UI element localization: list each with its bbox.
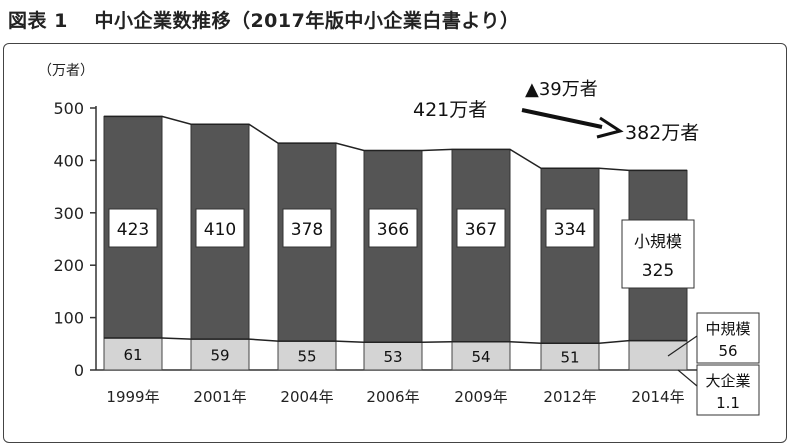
- data-label-mid: 56: [718, 342, 737, 360]
- value-box-labeled: [621, 219, 695, 289]
- x-tick-label: 2006年: [366, 388, 419, 406]
- x-tick-label: 2012年: [543, 388, 596, 406]
- x-tick-label: 2004年: [280, 388, 333, 406]
- data-label-mid: 53: [383, 348, 402, 366]
- bar-mid-2: [277, 340, 337, 371]
- data-label-mid: 59: [210, 347, 229, 365]
- x-tick-label: 2014年: [631, 388, 684, 406]
- data-label-small: 378: [291, 220, 323, 240]
- data-label-small: 366: [377, 220, 409, 240]
- data-label-small: 367: [465, 220, 497, 240]
- data-label-mid: 54: [471, 348, 490, 366]
- mid-outline-line: [104, 337, 687, 345]
- bar-mid-0: [103, 337, 163, 371]
- callout-box-mid: [696, 312, 760, 364]
- y-tick-label: 200: [53, 256, 84, 275]
- callout-leader-large: [677, 369, 698, 387]
- data-label-small: 410: [204, 220, 236, 240]
- callout-leader-mid: [667, 335, 698, 357]
- y-unit-label: （万者）: [38, 63, 94, 79]
- data-label-small: 334: [554, 220, 586, 240]
- trend-arrow: [521, 108, 603, 129]
- bar-small-5: [540, 167, 600, 344]
- value-box: [456, 208, 506, 248]
- annotation-start-total: 421万者: [413, 99, 487, 121]
- x-tick-label: 2001年: [193, 388, 246, 406]
- x-tick-label: 2009年: [454, 388, 507, 406]
- page-title: 図表 1 中小企業数推移（2017年版中小企業白書より）: [8, 10, 520, 32]
- annotation-change: ▲39万者: [525, 79, 598, 100]
- value-box: [545, 208, 595, 248]
- y-tick-label: 500: [53, 99, 84, 118]
- chart-frame: [3, 43, 787, 443]
- total-outline-line: [104, 115, 687, 172]
- trend-arrowhead: [596, 116, 624, 139]
- data-label-mid: 55: [297, 348, 316, 366]
- value-box: [282, 208, 332, 248]
- data-label-small: 423: [117, 220, 149, 240]
- series-label-large: 大企業: [705, 372, 750, 390]
- callout-box-large: [696, 364, 760, 416]
- annotation-end-total: 382万者: [625, 122, 699, 144]
- data-label-mid: 51: [560, 349, 579, 367]
- y-tick-label: 300: [53, 204, 84, 223]
- value-box: [368, 208, 418, 248]
- y-tick-label: 0: [74, 361, 84, 380]
- series-label-mid: 中規模: [705, 320, 750, 338]
- data-label-large: 1.1: [716, 394, 740, 412]
- value-box: [108, 208, 158, 248]
- bar-mid-1: [190, 338, 250, 371]
- y-tick-label: 100: [53, 309, 84, 328]
- bar-mid-6: [628, 340, 688, 371]
- data-label-mid: 61: [123, 346, 142, 364]
- bar-mid-5: [540, 342, 600, 371]
- x-tick-label: 1999年: [106, 388, 159, 406]
- data-label-small: 325: [642, 261, 674, 281]
- y-tick-label: 400: [53, 151, 84, 170]
- value-box: [195, 208, 245, 248]
- series-label-small: 小規模: [634, 232, 682, 251]
